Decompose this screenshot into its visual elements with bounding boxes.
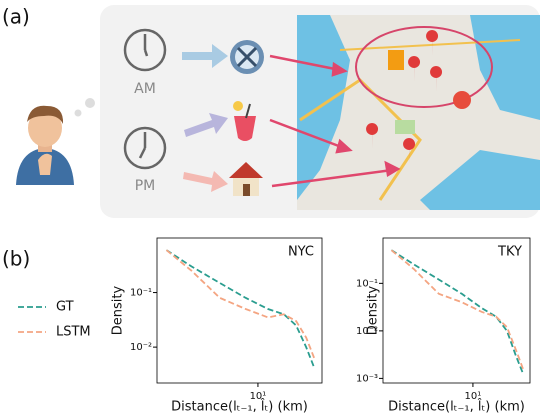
drink-icon bbox=[233, 101, 256, 141]
y-tick-label: 10⁻² bbox=[356, 326, 378, 337]
time-label: PM bbox=[135, 178, 156, 194]
legend-label: LSTM bbox=[56, 325, 91, 340]
y-tick-label: 10⁻¹ bbox=[356, 278, 378, 289]
x-axis-label: Distance(lₜ₋₁, l̂ₜ) (km) bbox=[388, 399, 525, 414]
series-line bbox=[390, 249, 525, 375]
plot-frame bbox=[156, 237, 323, 384]
chart-title: TKY bbox=[497, 245, 522, 260]
y-tick-label: 10⁻³ bbox=[356, 373, 378, 384]
series-line bbox=[165, 249, 316, 370]
x-tick-label: 10¹ bbox=[250, 391, 267, 402]
y-axis-label: Density bbox=[111, 285, 126, 335]
plot-frame bbox=[382, 237, 531, 384]
clock-pm bbox=[123, 126, 167, 170]
panel-label: (a) bbox=[2, 5, 30, 29]
clock-am bbox=[123, 28, 167, 72]
series-line bbox=[390, 249, 525, 371]
x-tick-label: 10¹ bbox=[465, 391, 482, 402]
series-line bbox=[165, 249, 316, 360]
map bbox=[297, 15, 540, 210]
restaurant-icon bbox=[230, 40, 264, 74]
map-arrows bbox=[269, 54, 401, 188]
home-icon bbox=[229, 162, 263, 196]
person bbox=[16, 98, 95, 185]
chart-title: NYC bbox=[288, 245, 314, 260]
panel-label: (b) bbox=[2, 247, 30, 271]
time-label: AM bbox=[134, 81, 156, 97]
arrows bbox=[182, 44, 228, 192]
y-tick-label: 10⁻² bbox=[130, 342, 152, 353]
legend-label: GT bbox=[56, 300, 74, 315]
y-tick-label: 10⁻¹ bbox=[130, 288, 152, 299]
y-axis-label: Density bbox=[366, 285, 381, 335]
x-axis-label: Distance(lₜ₋₁, l̂ₜ) (km) bbox=[171, 399, 308, 414]
